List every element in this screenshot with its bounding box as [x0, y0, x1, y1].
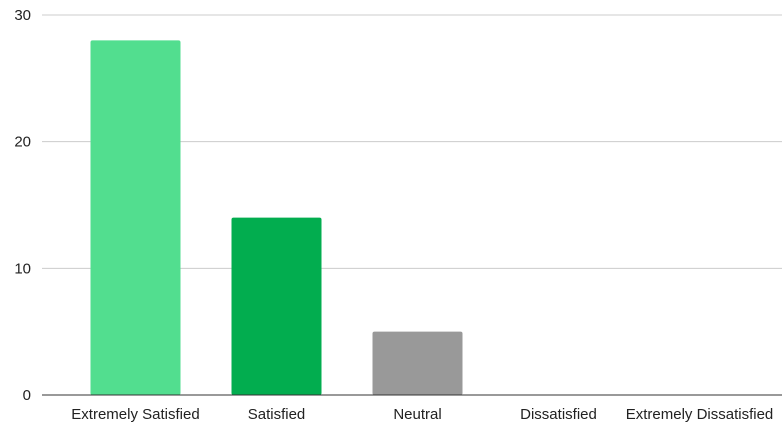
x-tick-label: Extremely Dissatisfied	[626, 406, 774, 422]
y-tick-label: 30	[14, 7, 31, 24]
x-tick-label: Neutral	[393, 406, 441, 422]
y-axis-tick-labels: 0 10 20 30	[14, 7, 31, 404]
bar-neutral[interactable]	[372, 331, 463, 395]
y-tick-label: 0	[23, 387, 31, 404]
bar-extremely-satisfied[interactable]	[90, 40, 181, 395]
bar-satisfied[interactable]	[231, 217, 322, 395]
y-tick-label: 20	[14, 134, 31, 151]
x-axis-category-labels: Extremely Satisfied Satisfied Neutral Dissa…	[71, 406, 773, 422]
x-tick-label: Extremely Satisfied	[71, 406, 199, 422]
bars	[90, 40, 463, 395]
x-tick-label: Dissatisfied	[520, 406, 597, 422]
y-tick-label: 10	[14, 260, 31, 277]
x-tick-label: Satisfied	[248, 406, 306, 422]
